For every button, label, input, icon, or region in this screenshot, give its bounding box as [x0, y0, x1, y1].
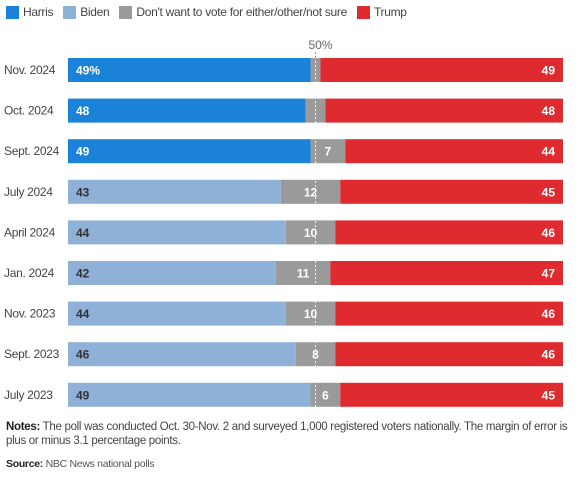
row-label: Sept. 2023 [4, 347, 60, 361]
value-label-right: 44 [542, 145, 556, 159]
value-label-right: 47 [542, 267, 556, 281]
source-label: Source: [6, 458, 43, 470]
value-label-right: 46 [542, 348, 556, 362]
notes-text: The poll was conducted Oct. 30-Nov. 2 an… [6, 421, 568, 447]
bar-harris [68, 139, 311, 164]
bar-trump [330, 261, 563, 285]
value-label-left: 48 [76, 104, 90, 118]
row-label: April 2024 [4, 225, 56, 239]
row-label: Oct. 2024 [4, 104, 54, 118]
row-label: Sept. 2024 [4, 144, 60, 158]
bar-biden [68, 220, 286, 245]
notes-label: Notes: [6, 421, 40, 433]
value-label-left: 46 [76, 348, 90, 362]
legend-swatch-harris [6, 5, 19, 19]
value-label-left: 42 [76, 267, 90, 281]
value-label-right: 46 [542, 226, 556, 240]
bar-undecided [310, 139, 346, 164]
value-label-middle: 7 [325, 145, 332, 159]
row-label: Jan. 2024 [4, 266, 55, 280]
legend-swatch-undecided [119, 5, 133, 19]
legend-label-biden: Biden [80, 5, 110, 19]
source-text: NBC News national polls [43, 458, 155, 470]
row-label: Nov. 2024 [4, 63, 56, 77]
row-label: July 2023 [4, 388, 53, 402]
legend-item-trump: Trump [356, 5, 407, 19]
bar-trump [325, 98, 563, 123]
value-label-middle: 11 [297, 267, 310, 281]
bar-undecided [285, 301, 336, 326]
legend-label-trump: Trump [373, 5, 407, 19]
legend-swatch-biden [63, 5, 77, 19]
value-label-left: 49 [76, 145, 90, 159]
value-label-right: 45 [542, 185, 556, 199]
bar-trump [335, 220, 563, 245]
stacked-bar-chart: Nov. 2024 49% 49 Oct. 2024 48 48 Sept. 2024 49 7… [4, 38, 563, 409]
bar-harris [68, 98, 306, 123]
value-label-left: 44 [76, 226, 90, 240]
value-label-right: 45 [542, 388, 556, 402]
bar-trump [320, 58, 563, 82]
bar-trump [335, 342, 563, 367]
row-label: July 2024 [4, 185, 53, 199]
legend-item-biden: Biden [63, 5, 110, 19]
legend-swatch-trump [356, 5, 370, 19]
value-label-middle: 12 [304, 185, 318, 199]
value-label-right: 49 [542, 64, 556, 78]
bar-trump [335, 301, 563, 326]
bar-trump [340, 382, 563, 407]
bar-harris [68, 58, 311, 82]
bar-biden [68, 382, 311, 407]
value-label-middle: 10 [304, 226, 318, 240]
value-label-middle: 6 [322, 388, 329, 402]
bar-undecided [275, 261, 331, 285]
source: Source: NBC News national polls [6, 458, 155, 470]
bar-trump [345, 139, 563, 164]
legend-label-harris: Harris [23, 5, 54, 19]
row-label: Nov. 2023 [4, 307, 56, 321]
bar-biden [68, 301, 286, 326]
bar-trump [340, 179, 563, 204]
value-label-left: 43 [76, 185, 90, 199]
bar-undecided [285, 220, 336, 245]
value-label-left: 49 [76, 388, 90, 402]
legend-item-undecided: Don't want to vote for either/other/not … [119, 5, 347, 19]
value-label-left: 44 [76, 307, 90, 321]
notes: Notes: The poll was conducted Oct. 30-No… [6, 420, 571, 448]
bar-biden [68, 261, 276, 285]
legend-item-harris: Harris [6, 5, 54, 19]
value-label-right: 46 [542, 307, 556, 321]
bar-biden [68, 342, 296, 367]
value-label-left: 49% [76, 64, 100, 78]
bar-biden [68, 179, 281, 204]
legend: Harris Biden Don't want to vote for eith… [6, 3, 417, 21]
value-label-middle: 10 [304, 307, 318, 321]
reference-line-label: 50% [308, 38, 332, 52]
bar-undecided [280, 179, 341, 204]
legend-label-undecided: Don't want to vote for either/other/not … [136, 5, 347, 19]
value-label-right: 48 [542, 104, 556, 118]
